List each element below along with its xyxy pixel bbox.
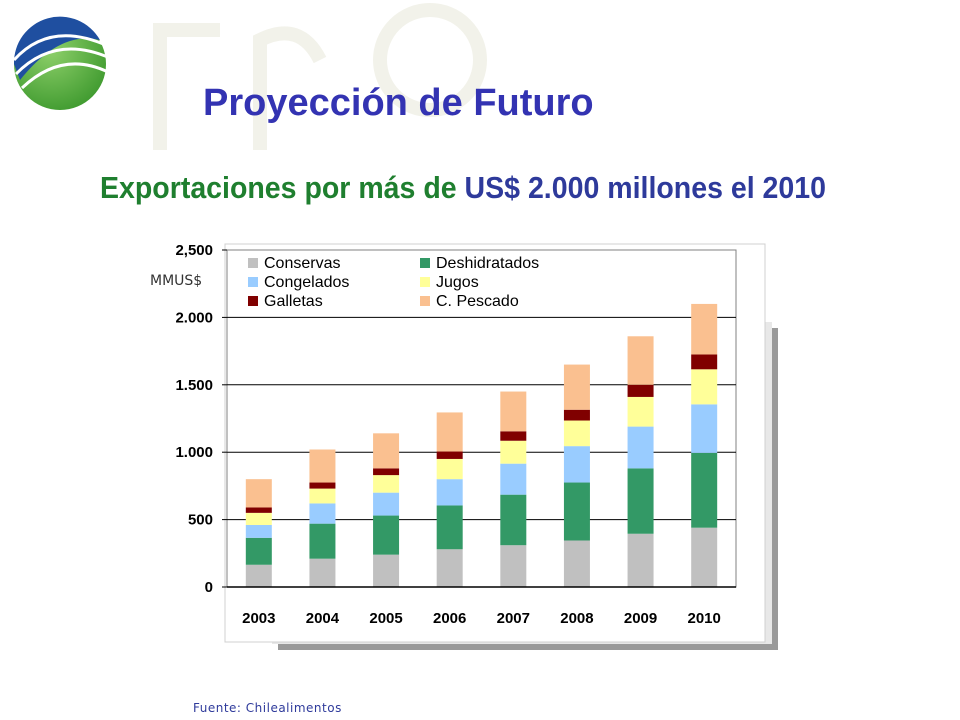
- x-tick-label: 2010: [688, 610, 721, 627]
- bar-segment-jugos-2004: [309, 488, 336, 504]
- bar-segment-galletas-2009: [627, 384, 654, 397]
- y-tick-label: 500: [188, 512, 213, 529]
- background-watermark: [153, 3, 487, 150]
- bar-segment-deshidratados-2008: [563, 482, 590, 541]
- legend-label: Conservas: [264, 255, 340, 272]
- bar-segment-deshidratados-2003: [245, 537, 272, 565]
- y-tick-label: 1.500: [175, 377, 213, 394]
- x-tick-label: 2008: [560, 610, 593, 627]
- bar-segment-c-pescado-2008: [563, 364, 590, 410]
- legend-swatch: [248, 258, 258, 268]
- bar-segment-c-pescado-2005: [373, 433, 400, 469]
- legend-swatch: [420, 258, 430, 268]
- legend-swatch: [420, 296, 430, 306]
- bar-segment-congelados-2007: [500, 463, 527, 495]
- slide-title: Proyección de Futuro: [203, 82, 594, 124]
- bar-segment-deshidratados-2007: [500, 494, 527, 546]
- bar-segment-congelados-2009: [627, 426, 654, 469]
- bar-segment-conservas-2009: [627, 533, 654, 587]
- bar-segment-jugos-2005: [373, 475, 400, 493]
- bar-segment-jugos-2010: [691, 369, 718, 405]
- y-axis-label: MMUS$: [150, 273, 202, 289]
- bar-segment-jugos-2006: [436, 458, 463, 480]
- bar-segment-congelados-2008: [563, 446, 590, 483]
- legend-label: Congelados: [264, 274, 349, 291]
- x-tick-label: 2006: [433, 610, 466, 627]
- bar-segment-c-pescado-2010: [691, 303, 718, 355]
- y-tick-label: 0: [205, 579, 213, 596]
- x-axis-ticks: 2003 2004 2005 2006 2007 2008 2009 2010: [227, 586, 736, 627]
- bar-segment-c-pescado-2004: [309, 449, 336, 483]
- bar-segment-galletas-2006: [436, 451, 463, 459]
- bar-segment-deshidratados-2006: [436, 505, 463, 550]
- subtitle-part-1: Exportaciones por más de: [100, 170, 465, 205]
- legend: Conservas Deshidratados Congelados Jugos Gal…: [248, 255, 539, 310]
- slide-subtitle: Exportaciones por más de US$ 2.000 millo…: [100, 170, 826, 206]
- bar-segment-congelados-2006: [436, 479, 463, 506]
- bar-segment-galletas-2010: [691, 354, 718, 370]
- y-tick-label: 1.000: [175, 444, 213, 461]
- bar-segment-c-pescado-2006: [436, 412, 463, 452]
- legend-swatch: [248, 296, 258, 306]
- x-tick-label: 2007: [497, 610, 530, 627]
- bar-segment-conservas-2005: [373, 554, 400, 587]
- legend-swatch: [248, 277, 258, 287]
- bar-segment-conservas-2004: [309, 558, 336, 587]
- bar-segment-conservas-2010: [691, 527, 718, 587]
- bar-segment-jugos-2003: [245, 512, 272, 525]
- x-tick-label: 2005: [369, 610, 402, 627]
- bar-segment-galletas-2008: [563, 409, 590, 421]
- bar-segment-jugos-2008: [563, 420, 590, 447]
- bar-segment-conservas-2007: [500, 545, 527, 587]
- source-note: Fuente: Chilealimentos: [193, 701, 342, 715]
- bar-segment-deshidratados-2009: [627, 468, 654, 534]
- bars: [245, 303, 718, 587]
- bar-segment-congelados-2010: [691, 404, 718, 453]
- bar-segment-congelados-2004: [309, 503, 336, 524]
- bar-segment-deshidratados-2004: [309, 523, 336, 559]
- x-tick-label: 2003: [242, 610, 275, 627]
- bar-segment-galletas-2007: [500, 431, 527, 441]
- bar-segment-deshidratados-2005: [373, 515, 400, 555]
- bar-segment-jugos-2009: [627, 396, 654, 427]
- legend-label: Galletas: [264, 293, 323, 310]
- bar-segment-c-pescado-2007: [500, 391, 527, 432]
- bar-segment-galletas-2004: [309, 482, 336, 489]
- bar-segment-galletas-2005: [373, 468, 400, 476]
- bar-segment-c-pescado-2003: [245, 479, 272, 508]
- y-tick-label: 2,500: [175, 242, 213, 259]
- bar-segment-conservas-2008: [563, 540, 590, 587]
- bar-segment-conservas-2006: [436, 549, 463, 587]
- legend-label: Deshidratados: [436, 255, 539, 272]
- bar-segment-deshidratados-2010: [691, 452, 718, 528]
- company-logo: [12, 16, 111, 110]
- x-tick-label: 2009: [624, 610, 657, 627]
- bar-segment-c-pescado-2009: [627, 336, 654, 385]
- legend-swatch: [420, 277, 430, 287]
- legend-label: C. Pescado: [436, 293, 519, 310]
- y-tick-label: 2.000: [175, 309, 213, 326]
- bar-segment-congelados-2003: [245, 524, 272, 538]
- legend-label: Jugos: [436, 274, 479, 291]
- y-axis-ticks: 0 500 1.000 1.500 2.000 2,500: [175, 242, 227, 596]
- x-tick-label: 2004: [306, 610, 340, 627]
- bar-segment-jugos-2007: [500, 440, 527, 464]
- bar-segment-conservas-2003: [245, 564, 272, 587]
- subtitle-part-2: US$ 2.000 millones el 2010: [464, 170, 827, 205]
- bar-segment-congelados-2005: [373, 492, 400, 516]
- bar-segment-galletas-2003: [245, 507, 272, 513]
